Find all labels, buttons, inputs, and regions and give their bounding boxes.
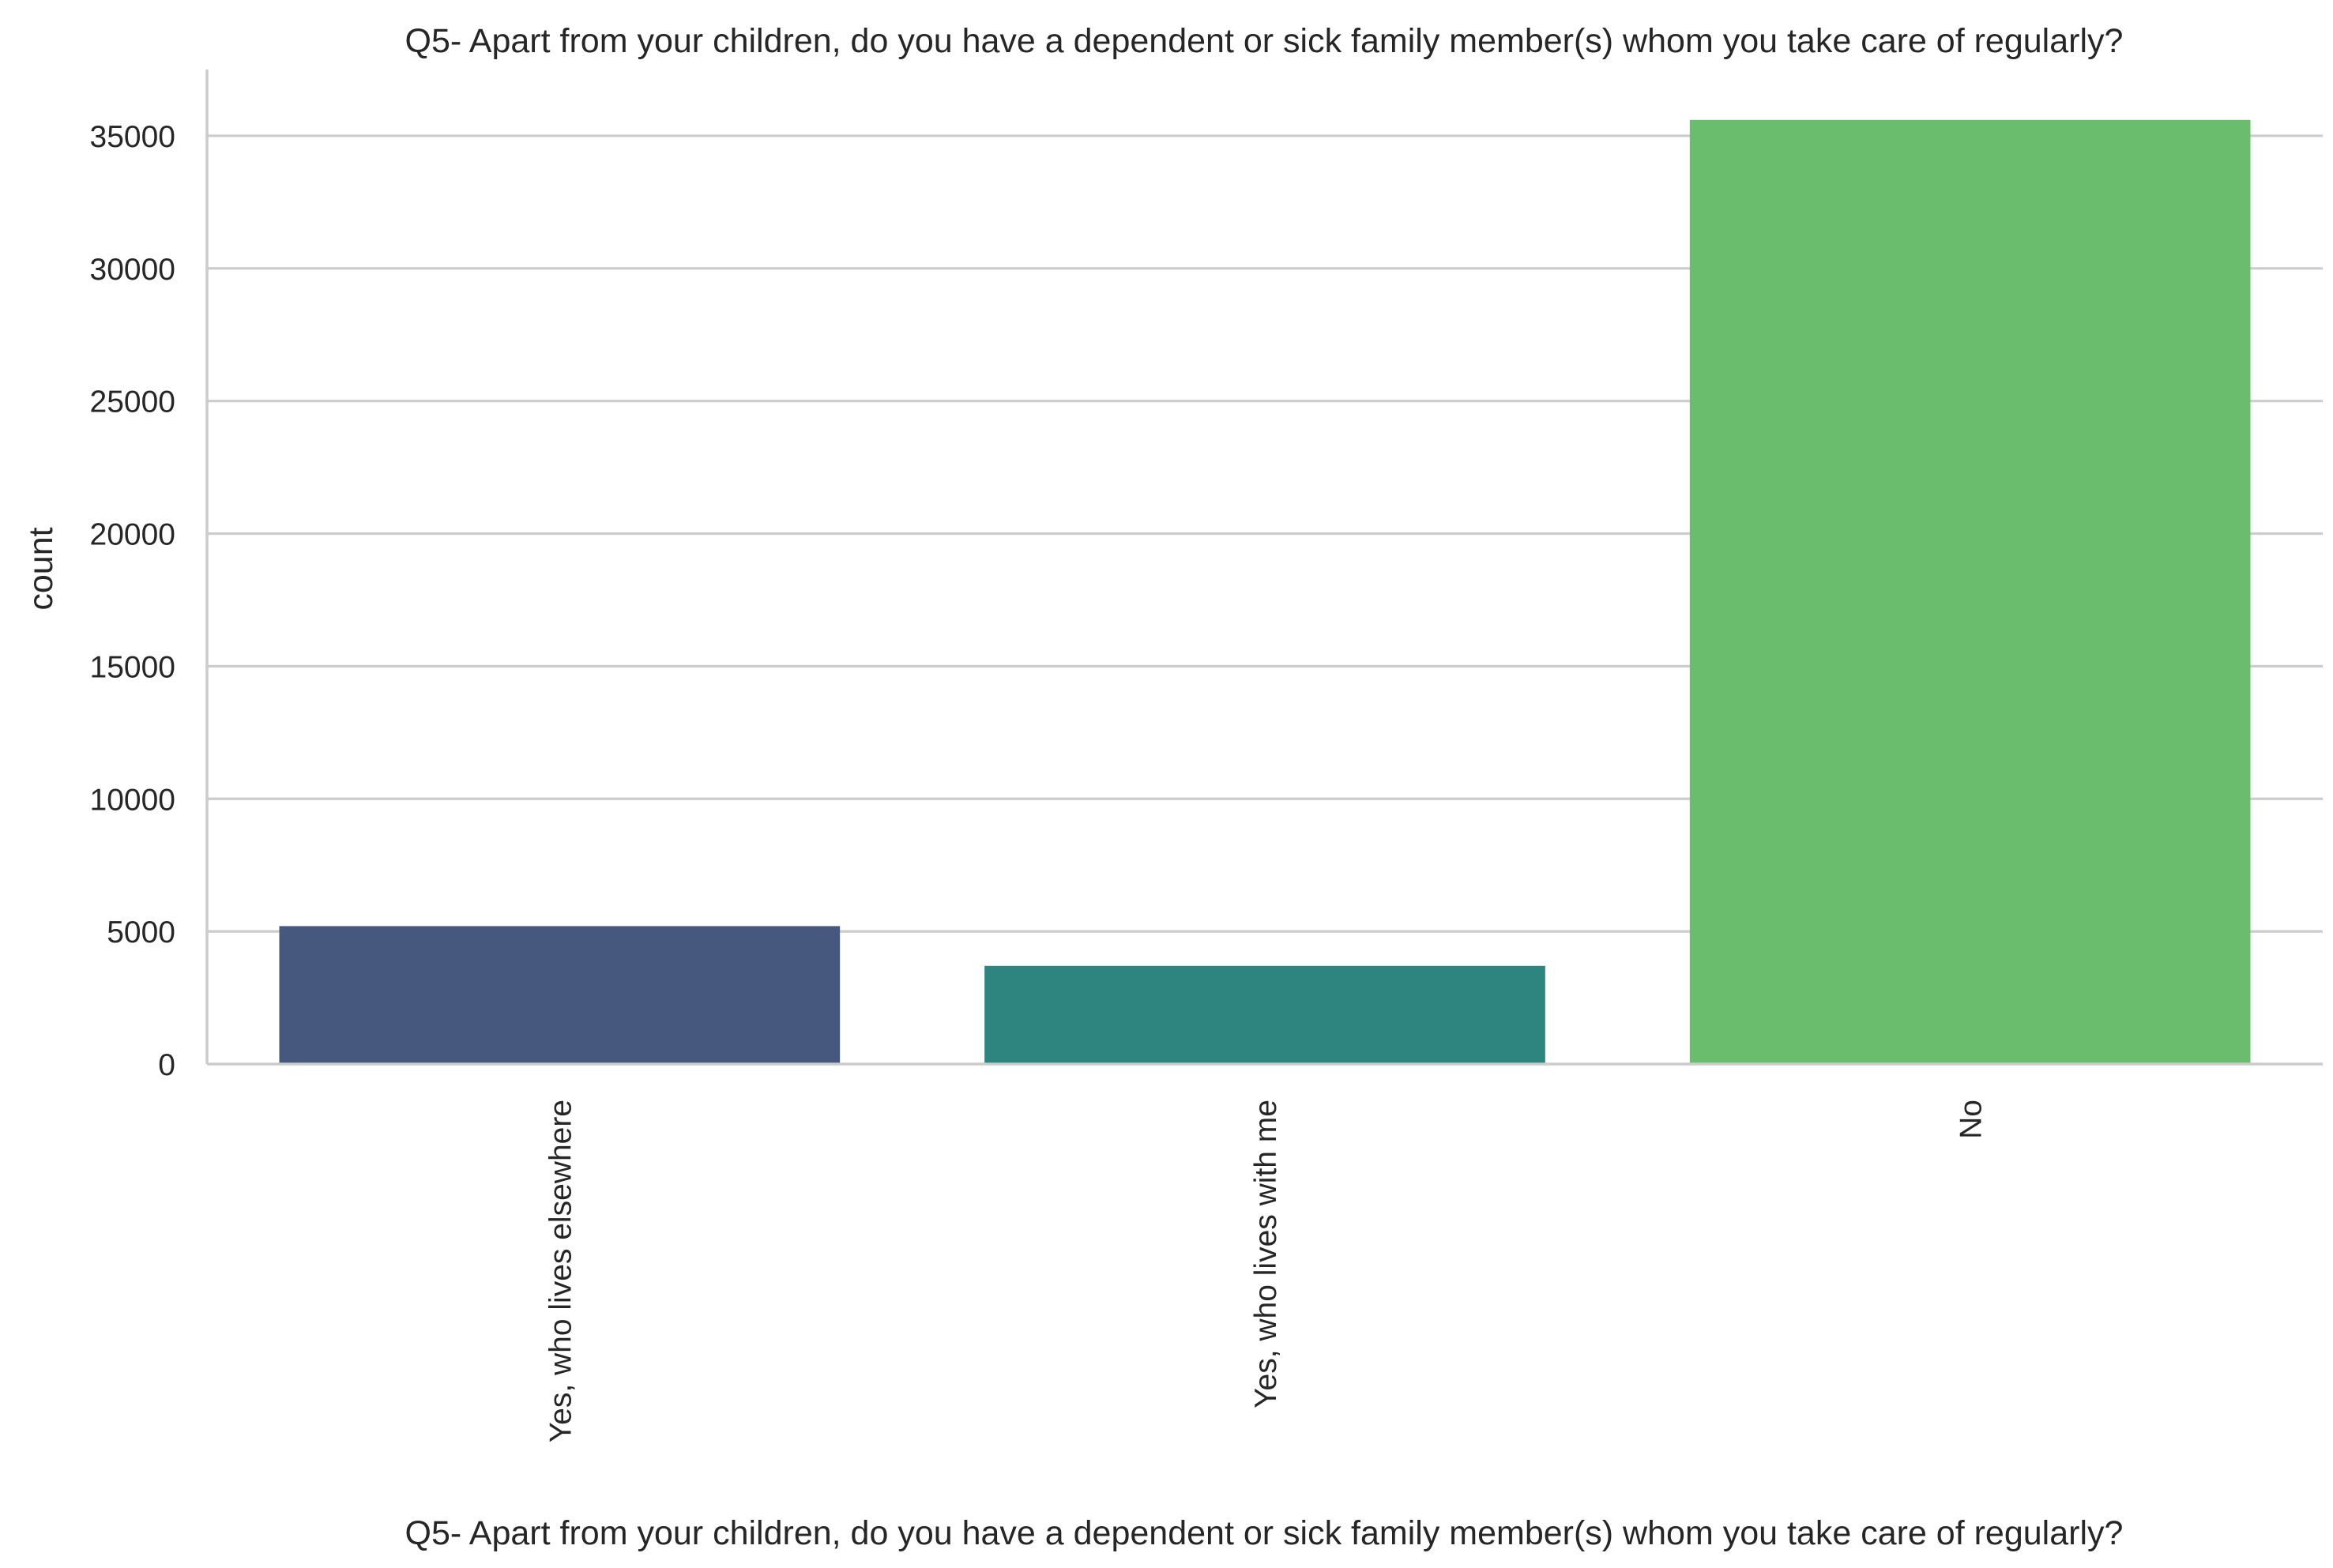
x-tick-label: No [1955, 1100, 1989, 1139]
bar [279, 926, 841, 1064]
x-axis-title: Q5- Apart from your children, do you hav… [405, 1514, 2124, 1552]
y-tick-label: 15000 [90, 650, 175, 684]
x-tick-label: Yes, who lives with me [1249, 1100, 1283, 1408]
chart-title: Q5- Apart from your children, do you hav… [405, 22, 2124, 60]
bars [279, 119, 2251, 1065]
y-tick-label: 30000 [90, 253, 175, 287]
axes-spines [205, 70, 2323, 1066]
y-axis-title: count [22, 527, 60, 610]
bar [1689, 119, 2251, 1065]
y-tick-label: 35000 [90, 120, 175, 154]
y-tick-label: 20000 [90, 518, 175, 552]
y-tick-label: 5000 [107, 916, 175, 949]
y-tick-label: 10000 [90, 783, 175, 817]
y-tick-label: 0 [158, 1048, 175, 1082]
gridlines [207, 134, 2323, 933]
x-tick-labels: Yes, who lives elsewhere Yes, who lives w… [544, 1100, 1988, 1442]
y-tick-label: 25000 [90, 385, 175, 419]
x-tick-label: Yes, who lives elsewhere [544, 1100, 578, 1442]
y-tick-labels: 0 5000 10000 15000 20000 25000 30000 35000 [90, 120, 175, 1082]
bar [984, 965, 1545, 1064]
